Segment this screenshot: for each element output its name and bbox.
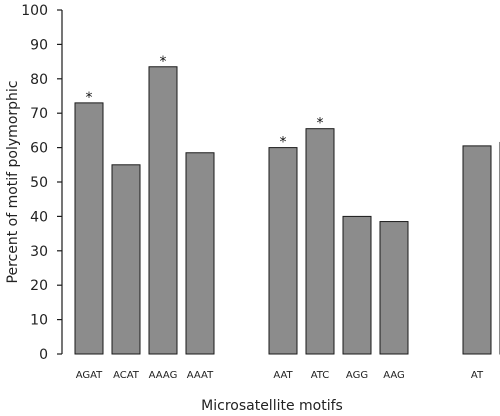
significance-marker: * xyxy=(317,116,324,132)
y-tick-label: 0 xyxy=(39,347,48,363)
category-label-at: AT xyxy=(471,370,484,381)
bar-aag xyxy=(379,221,409,355)
category-label-aat: AAT xyxy=(273,370,293,381)
y-axis-ticks: 0 10 20 30 40 50 60 70 80 90 100 xyxy=(21,3,62,363)
bar-at xyxy=(462,145,492,355)
bar-aaag xyxy=(148,66,178,355)
y-tick-label: 50 xyxy=(30,175,48,191)
category-label-atc: ATC xyxy=(311,370,330,381)
significance-marker: * xyxy=(160,54,167,70)
bar-agg xyxy=(342,215,372,355)
y-tick-label: 60 xyxy=(30,141,48,157)
bars: * * * * xyxy=(74,54,500,355)
x-axis-category-labels: AGATACATAAAGAAATAATATCAGGAAGATACAG xyxy=(76,370,484,381)
significance-marker: * xyxy=(86,90,93,106)
y-axis-title: Percent of motif polymorphic xyxy=(5,81,21,284)
y-tick-label: 20 xyxy=(30,278,48,294)
bar-agat xyxy=(74,102,104,355)
category-label-aag: AAG xyxy=(383,370,405,381)
y-tick-label: 100 xyxy=(21,3,48,19)
y-tick-label: 40 xyxy=(30,209,48,225)
x-axis-title: Microsatellite motifs xyxy=(201,398,343,414)
y-tick-label: 30 xyxy=(30,244,48,260)
bar-aat xyxy=(268,147,298,355)
category-label-acat: ACAT xyxy=(113,370,140,381)
category-label-agat: AGAT xyxy=(76,370,103,381)
y-tick-label: 10 xyxy=(30,313,48,329)
category-label-aaat: AAAT xyxy=(187,370,214,381)
bar-acat xyxy=(111,164,141,355)
category-label-agg: AGG xyxy=(346,370,368,381)
y-tick-label: 70 xyxy=(30,106,48,122)
y-tick-label: 80 xyxy=(30,72,48,88)
y-tick-label: 90 xyxy=(30,37,48,53)
bar-aaat xyxy=(185,152,215,355)
significance-marker: * xyxy=(280,135,287,151)
category-label-aaag: AAAG xyxy=(149,370,178,381)
bar-atc xyxy=(305,128,335,355)
